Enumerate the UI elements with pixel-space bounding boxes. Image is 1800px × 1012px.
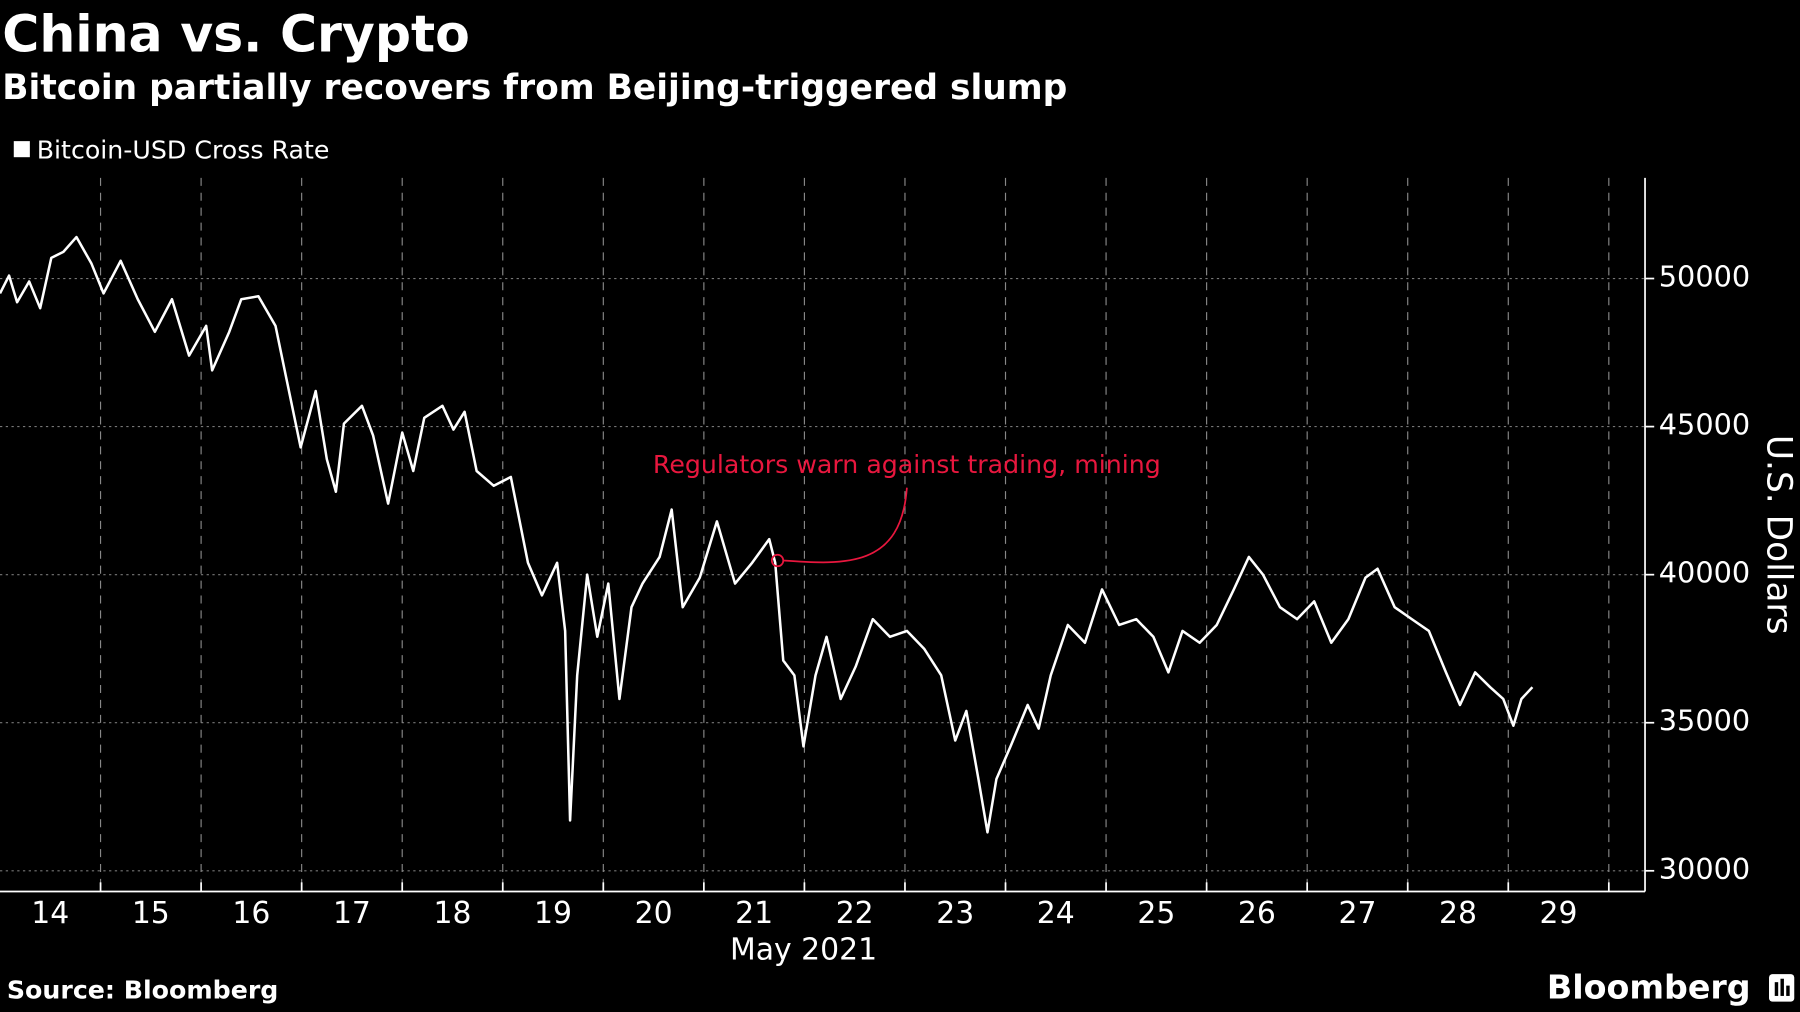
x-tick-label: 20 xyxy=(635,896,673,931)
annotation: Regulators warn against trading, mining xyxy=(653,450,1161,479)
x-axis-label: May 2021 xyxy=(730,933,877,968)
legend-label: Bitcoin-USD Cross Rate xyxy=(37,135,330,164)
chart-subtitle: Bitcoin partially recovers from Beijing-… xyxy=(2,68,1067,108)
x-tick-label: 22 xyxy=(836,896,874,931)
x-tick-label: 19 xyxy=(534,896,572,931)
chart-title: China vs. Crypto xyxy=(2,4,470,63)
legend-swatch xyxy=(13,141,30,158)
brand-icon xyxy=(1769,974,1795,1002)
brand: Bloomberg xyxy=(1547,968,1751,1007)
y-tick-label: 40000 xyxy=(1659,556,1750,590)
annotation-connector xyxy=(783,487,908,564)
y-tick-label: 45000 xyxy=(1659,408,1750,442)
x-tick-label: 27 xyxy=(1338,896,1376,931)
y-tick-label: 50000 xyxy=(1659,260,1750,294)
x-tick-label: 24 xyxy=(1037,896,1075,931)
x-tick-label: 29 xyxy=(1540,896,1578,931)
x-tick-label: 15 xyxy=(132,896,170,931)
x-tick-label: 28 xyxy=(1439,896,1477,931)
x-tick-label: 26 xyxy=(1238,896,1276,931)
y-tick-label: 35000 xyxy=(1659,704,1750,738)
x-tick-label: 21 xyxy=(735,896,773,931)
y-tick-label: 30000 xyxy=(1659,852,1750,886)
x-tick-label: 18 xyxy=(433,896,471,931)
x-tick-label: 14 xyxy=(31,896,69,931)
line-series xyxy=(0,235,1534,834)
source: Source: Bloomberg xyxy=(7,975,278,1004)
y-axis-label: U.S. Dollars xyxy=(1759,435,1799,635)
x-tick-label: 25 xyxy=(1137,896,1175,931)
x-tick-label: 16 xyxy=(232,896,270,931)
x-tick-label: 17 xyxy=(333,896,371,931)
x-tick-label: 23 xyxy=(936,896,974,931)
